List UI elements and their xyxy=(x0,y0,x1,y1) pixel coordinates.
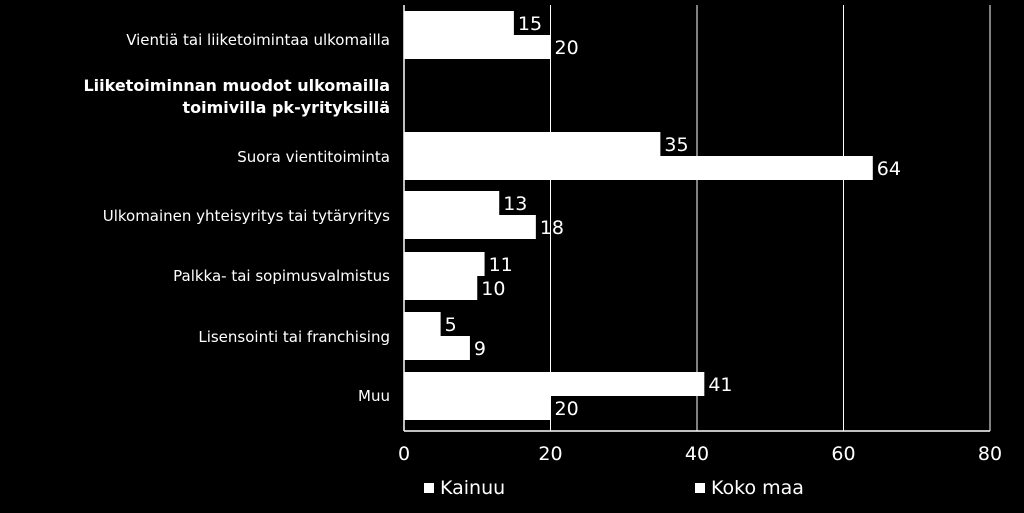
legend-koko-maa: Koko maa xyxy=(695,477,804,499)
legend-swatch-koko-maa xyxy=(695,483,705,493)
category-label-other: Muu xyxy=(358,387,390,405)
bar-koko-maa xyxy=(404,215,536,239)
bar-kainuu xyxy=(404,312,441,336)
x-tick-label: 80 xyxy=(978,443,1002,465)
data-label: 10 xyxy=(481,278,505,300)
data-label: 15 xyxy=(518,13,542,35)
category-label-direct-export: Suora vientitoiminta xyxy=(237,148,390,166)
data-label: 20 xyxy=(555,398,579,420)
bar-koko-maa xyxy=(404,276,478,300)
x-tick-label: 40 xyxy=(685,443,709,465)
category-label-licensing: Lisensointi tai franchising xyxy=(198,328,390,346)
bar-koko-maa xyxy=(404,156,873,180)
data-label: 35 xyxy=(664,134,688,156)
legend-label-koko-maa: Koko maa xyxy=(711,477,804,499)
legend-kainuu: Kainuu xyxy=(424,477,505,499)
category-label-contract-manufacturing: Palkka- tai sopimusvalmistus xyxy=(173,267,390,285)
category-label-joint-venture: Ulkomainen yhteisyritys tai tytäryritys xyxy=(102,207,390,225)
data-label: 64 xyxy=(877,158,901,180)
x-tick-label: 0 xyxy=(398,443,410,465)
bars xyxy=(404,11,873,420)
data-label: 11 xyxy=(489,254,513,276)
bar-kainuu xyxy=(404,252,485,276)
bar-koko-maa xyxy=(404,336,470,360)
bar-koko-maa xyxy=(404,396,551,420)
data-label: 13 xyxy=(503,193,527,215)
bar-kainuu xyxy=(404,372,705,396)
legend-swatch-kainuu xyxy=(424,483,434,493)
data-label: 5 xyxy=(445,314,457,336)
x-tick-label: 60 xyxy=(831,443,855,465)
category-heading: Liiketoiminnan muodot ulkomailla toimivi… xyxy=(83,76,390,117)
legend-label-kainuu: Kainuu xyxy=(440,477,506,499)
x-tick-label: 20 xyxy=(538,443,562,465)
bar-kainuu xyxy=(404,11,514,35)
data-label: 20 xyxy=(555,37,579,59)
data-label: 41 xyxy=(708,374,732,396)
bar-kainuu xyxy=(404,191,500,215)
bar-kainuu xyxy=(404,132,661,156)
bar-koko-maa xyxy=(404,35,551,59)
category-label-exports: Vientiä tai liiketoimintaa ulkomailla xyxy=(126,31,390,49)
value-labels: 15 35 13 11 5 41 20 64 18 10 9 20 xyxy=(445,13,901,420)
x-tick-labels: 0 20 40 60 80 xyxy=(398,443,1002,465)
data-label: 9 xyxy=(474,338,486,360)
data-label: 18 xyxy=(540,217,564,239)
